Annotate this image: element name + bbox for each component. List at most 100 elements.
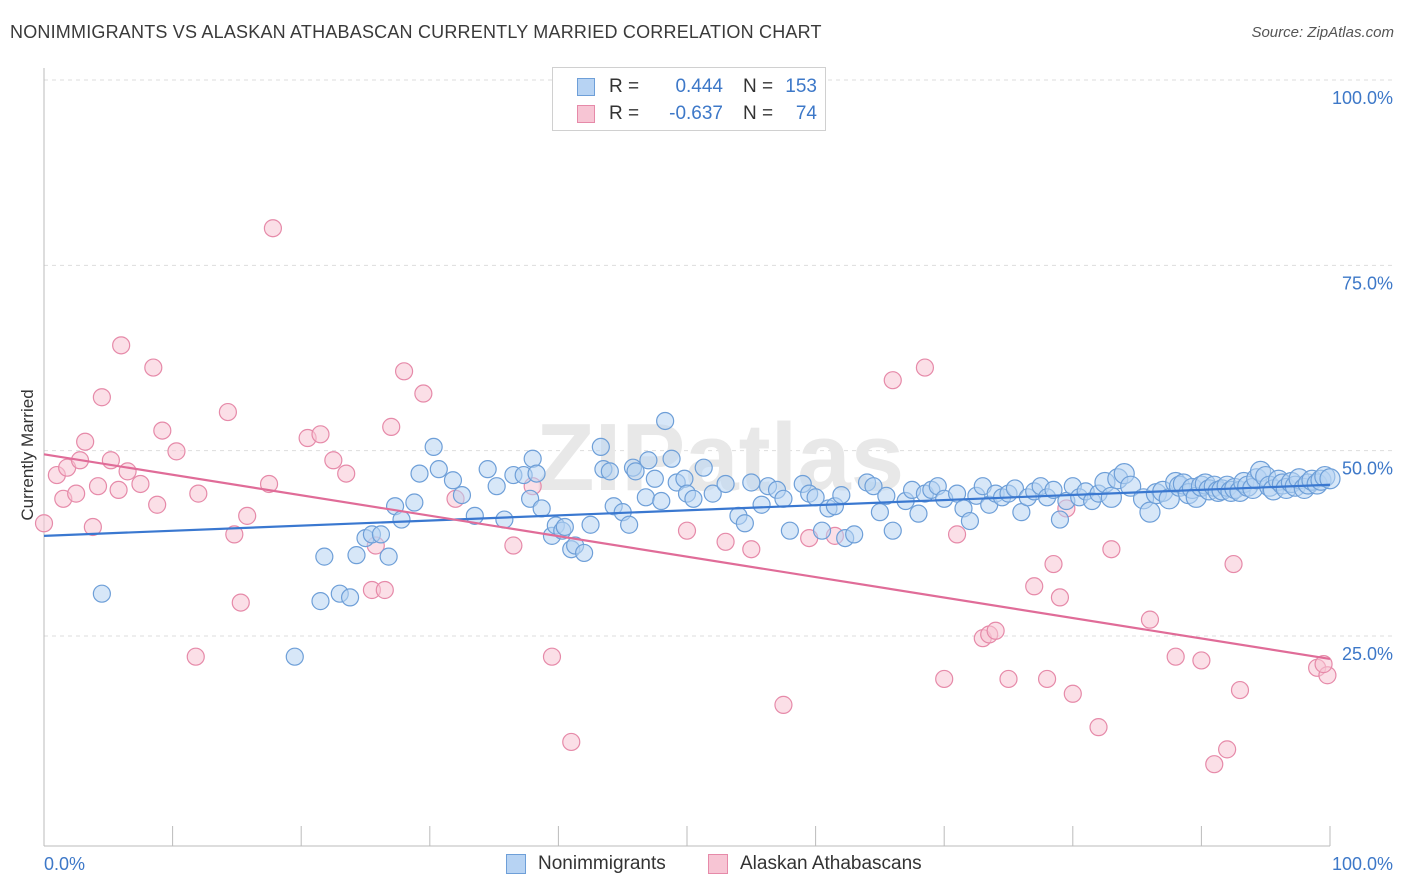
grid-lines [44, 79, 1392, 637]
nonimmigrant-point [780, 521, 799, 540]
alaskan-athabascan-point [324, 451, 343, 470]
legend-n-value: 74 [795, 103, 817, 124]
alaskan-athabascan-point [986, 621, 1005, 640]
y-tick-label: 25.0% [1342, 644, 1393, 664]
nonimmigrant-point [626, 462, 645, 481]
bottom-legend-swatch-pink [708, 854, 728, 874]
nonimmigrant-point [478, 460, 497, 479]
nonimmigrant-point [555, 517, 574, 537]
alaskan-athabascan-point [131, 474, 150, 494]
nonimmigrant-point [347, 546, 366, 565]
legend-row-nonimmigrants: R = 0.444 N = 153 [577, 76, 817, 98]
alaskan-athabascan-point [218, 402, 237, 422]
nonimmigrant-point [392, 510, 411, 529]
nonimmigrant-point [832, 485, 851, 505]
alaskan-athabascan-point [34, 514, 54, 533]
nonimmigrant-point [527, 464, 546, 483]
alaskan-athabascan-point [883, 371, 902, 390]
nonimmigrant-point [487, 477, 506, 496]
alaskan-athabascan-point [1037, 669, 1057, 689]
legend-r-value: 0.444 [675, 76, 723, 97]
x-tick-label: 0.0% [44, 854, 85, 874]
alaskan-athabascan-point [259, 474, 279, 494]
nonimmigrant-point [1050, 510, 1070, 529]
alaskan-athabascan-point [375, 580, 394, 600]
nonimmigrant-point [870, 503, 890, 522]
legend-r-label: R = [609, 76, 640, 97]
y-axis-title: Currently Married [18, 389, 37, 521]
nonimmigrant-point [639, 451, 658, 470]
alaskan-athabascan-point [562, 732, 581, 752]
nonimmigrant-point [845, 525, 864, 544]
nonimmigrant-point [675, 469, 694, 488]
nonimmigrant-point [452, 485, 472, 505]
nonimmigrant-point [1100, 486, 1122, 508]
alaskan-athabascan-point [935, 669, 954, 689]
alaskan-athabascan-point [153, 421, 172, 440]
chart-title: NONIMMIGRANTS VS ALASKAN ATHABASCAN CURR… [10, 22, 822, 42]
alaskan-athabascan-point [414, 384, 433, 403]
alaskan-athabascan-point [1314, 655, 1333, 674]
nonimmigrant-point [591, 437, 610, 457]
nonimmigrant-point [752, 495, 771, 514]
nonimmigrant-point [883, 521, 902, 540]
nonimmigrant-point [735, 514, 754, 533]
correlation-legend: R = 0.444 N = 153 R = -0.637 N = 74 [552, 67, 826, 131]
nonimmigrant-point [92, 584, 111, 603]
alaskan-athabascan-point [189, 484, 208, 503]
nonimmigrant-point [443, 471, 463, 490]
alaskan-athabascan-point [67, 484, 86, 503]
nonimmigrant-point [645, 469, 664, 488]
bottom-legend-label: Nonimmigrants [538, 853, 666, 874]
alaskan-athabascan-point [112, 336, 131, 355]
alaskan-athabascan-point [999, 669, 1018, 689]
axes [43, 68, 1331, 847]
nonimmigrant-point [340, 588, 360, 607]
legend-n-value: 153 [785, 76, 817, 97]
nonimmigrant-point [662, 449, 681, 468]
alaskan-athabascan-point [1218, 740, 1237, 759]
nonimmigrant-point [581, 515, 600, 534]
alaskan-athabascan-point [1089, 718, 1108, 737]
y-tick-label: 100.0% [1332, 88, 1393, 108]
bottom-legend-alaskan-athabascans: Alaskan Athabascans [708, 853, 922, 875]
alaskan-athabascan-point [311, 425, 330, 444]
nonimmigrant-point [652, 491, 671, 511]
y-tick-label: 75.0% [1342, 273, 1393, 293]
alaskan-athabascan-point [504, 536, 523, 555]
alaskan-athabascan-point [186, 647, 205, 666]
alaskan-athabascan-point [148, 495, 167, 514]
nonimmigrant-point [285, 647, 304, 666]
bottom-legend-swatch-blue [506, 854, 526, 874]
alaskan-athabascan-point [263, 219, 283, 238]
nonimmigrant-point [600, 462, 619, 481]
alaskan-athabascan-point [92, 388, 111, 407]
alaskan-athabascan-point [337, 464, 356, 483]
nonimmigrant-point [429, 460, 448, 479]
alaskan-athabascan-point [167, 442, 186, 461]
legend-swatch-blue [577, 78, 595, 96]
nonimmigrant-point [774, 489, 793, 508]
nonimmigrant-point [812, 521, 832, 540]
nonimmigrant-point [864, 477, 883, 496]
nonimmigrant-point [495, 510, 514, 529]
alaskan-athabascan-point [1025, 577, 1044, 596]
nonimmigrant-point [371, 525, 391, 544]
alaskan-athabascan-point [1166, 647, 1185, 666]
alaskan-athabascan-point [1050, 588, 1070, 607]
nonimmigrant-point [742, 473, 761, 492]
alaskan-athabascan-point [1192, 651, 1211, 670]
nonimmigrant-point [410, 464, 429, 483]
nonimmigrant-point [532, 499, 551, 518]
alaskan-athabascans-trend-line [43, 453, 1331, 661]
source-label: Source: ZipAtlas.com [1251, 24, 1394, 41]
alaskan-athabascan-point [225, 525, 244, 544]
nonimmigrant-point [405, 493, 424, 512]
nonimmigrant-point [1139, 501, 1161, 523]
nonimmigrant-point [716, 474, 735, 494]
alaskan-athabascan-point [542, 647, 562, 666]
nonimmigrant-point [1120, 475, 1142, 497]
nonimmigrant-point [656, 411, 675, 431]
nonimmigrant-point [636, 488, 655, 507]
nonimmigrant-point [620, 515, 639, 534]
